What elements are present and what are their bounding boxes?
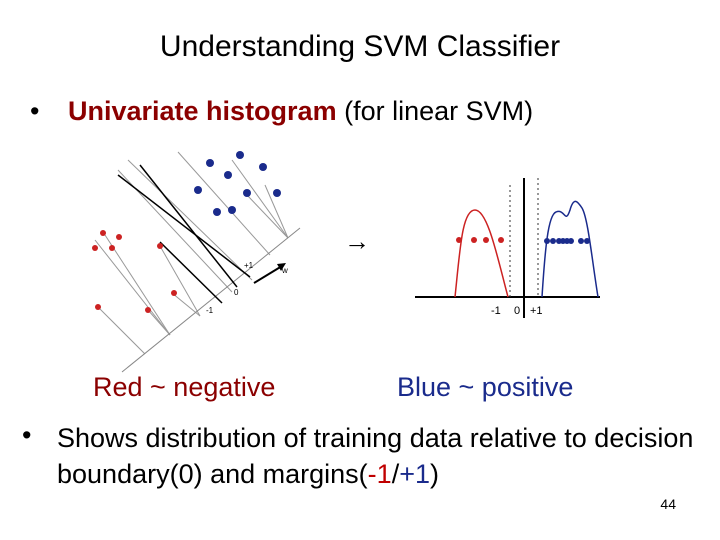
positive-points <box>194 151 281 216</box>
decision-boundary <box>139 164 238 288</box>
projection-axis <box>121 227 301 373</box>
w-arrowhead <box>277 263 286 271</box>
bullet-marker-2: • <box>22 420 32 450</box>
minus1-label: -1 <box>206 306 214 315</box>
negative-density <box>454 209 509 298</box>
tick-plus1: +1 <box>530 305 543 317</box>
tick-minus1: -1 <box>491 305 501 317</box>
bullet-histogram: Univariate histogram (for linear SVM) <box>68 96 533 127</box>
tick-zero: 0 <box>514 305 520 317</box>
histogram-positive-points <box>544 238 590 244</box>
positive-density <box>541 200 599 298</box>
projection-lines <box>94 151 289 355</box>
margin-line-minus <box>159 241 223 304</box>
margin-positive: +1 <box>399 459 430 489</box>
caption-negative: Red ~ negative <box>93 372 276 402</box>
bullet-distribution: Shows distribution of training data rela… <box>57 420 707 492</box>
margin-line-plus <box>117 174 251 278</box>
negative-points <box>92 230 177 313</box>
slide-title: Understanding SVM Classifier <box>159 30 561 63</box>
caption-positive: Blue ~ positive <box>397 372 574 402</box>
plus1-label: +1 <box>244 261 254 270</box>
histogram-qualifier: (for linear SVM) <box>336 96 534 126</box>
arrow-icon: → <box>344 226 370 256</box>
margin-slash: / <box>391 459 400 489</box>
histogram-term: Univariate histogram <box>68 96 337 126</box>
distribution-text: Shows distribution of training data rela… <box>57 423 694 489</box>
w-vector <box>253 265 283 284</box>
paren-close: ) <box>430 459 439 489</box>
zero-label: 0 <box>234 288 239 297</box>
margin-negative: -1 <box>367 459 392 489</box>
page-number: 44 <box>660 496 676 512</box>
w-label: w <box>281 266 288 275</box>
histogram-negative-points <box>456 237 504 243</box>
bullet-marker: • <box>30 96 40 126</box>
